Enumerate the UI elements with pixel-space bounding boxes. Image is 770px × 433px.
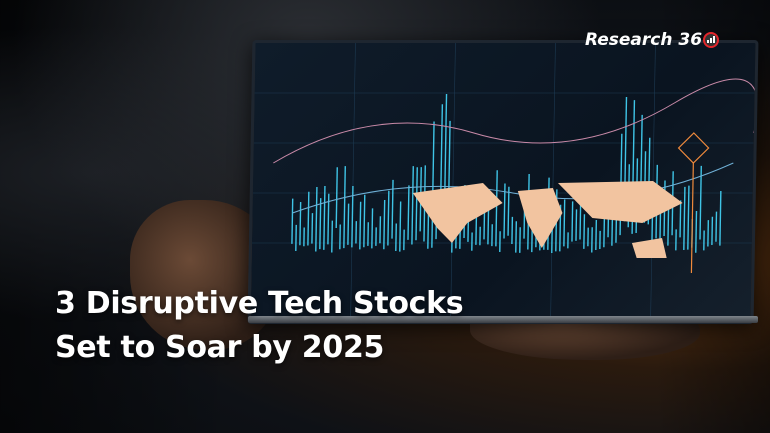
decorative-bar <box>323 185 326 250</box>
headline-line-1: 3 Disruptive Tech Stocks <box>55 286 464 321</box>
logo-text: Research 36 <box>585 30 703 50</box>
decorative-bar <box>595 219 598 250</box>
decorative-bar <box>719 191 722 246</box>
decorative-bar <box>391 179 394 239</box>
decorative-bar <box>495 170 498 247</box>
orange-diamond-indicator <box>677 132 710 273</box>
decorative-bar <box>431 121 435 248</box>
tablet-screen <box>247 40 759 324</box>
decorative-bar <box>311 213 314 244</box>
decorative-bar <box>415 167 418 241</box>
decorative-bar <box>299 201 302 246</box>
decorative-bar <box>571 201 574 242</box>
decorative-bar <box>383 200 386 250</box>
decorative-bar <box>331 220 334 253</box>
decorative-bar <box>359 201 362 250</box>
world-map <box>412 181 683 258</box>
decorative-bar <box>575 209 578 241</box>
decorative-bar <box>371 208 374 249</box>
decorative-bar <box>507 186 510 236</box>
decorative-bar <box>335 167 338 229</box>
decorative-bar <box>515 221 518 253</box>
decorative-bar <box>343 166 346 249</box>
decorative-bar <box>503 183 506 239</box>
decorative-bar <box>695 210 698 253</box>
bar-chart-icon <box>703 32 720 48</box>
decorative-bar <box>407 185 410 240</box>
decorative-bar <box>683 186 686 250</box>
decorative-bar <box>319 198 322 250</box>
headline-line-2: Set to Soar by 2025 <box>55 330 385 365</box>
decorative-bar <box>687 185 690 250</box>
decorative-bar <box>399 201 402 252</box>
decorative-bar <box>363 194 366 248</box>
stock-chart-graphic <box>251 43 756 321</box>
decorative-bar <box>327 193 330 245</box>
decorative-bar <box>715 211 718 242</box>
decorative-bar <box>291 198 294 244</box>
decorative-bar <box>583 214 586 249</box>
decorative-bar <box>563 199 566 247</box>
decorative-bar <box>699 165 702 240</box>
headline: 3 Disruptive Tech Stocks Set to Soar by … <box>55 282 464 370</box>
decorative-bar <box>315 186 318 252</box>
research360-logo: Research 36 <box>585 30 720 50</box>
decorative-bar <box>679 200 682 238</box>
decorative-bar <box>307 191 310 246</box>
decorative-bar <box>351 185 354 248</box>
decorative-bar <box>411 166 414 245</box>
decorative-bar <box>387 190 390 246</box>
decorative-bar <box>347 203 350 245</box>
tablet-edge <box>248 316 758 323</box>
